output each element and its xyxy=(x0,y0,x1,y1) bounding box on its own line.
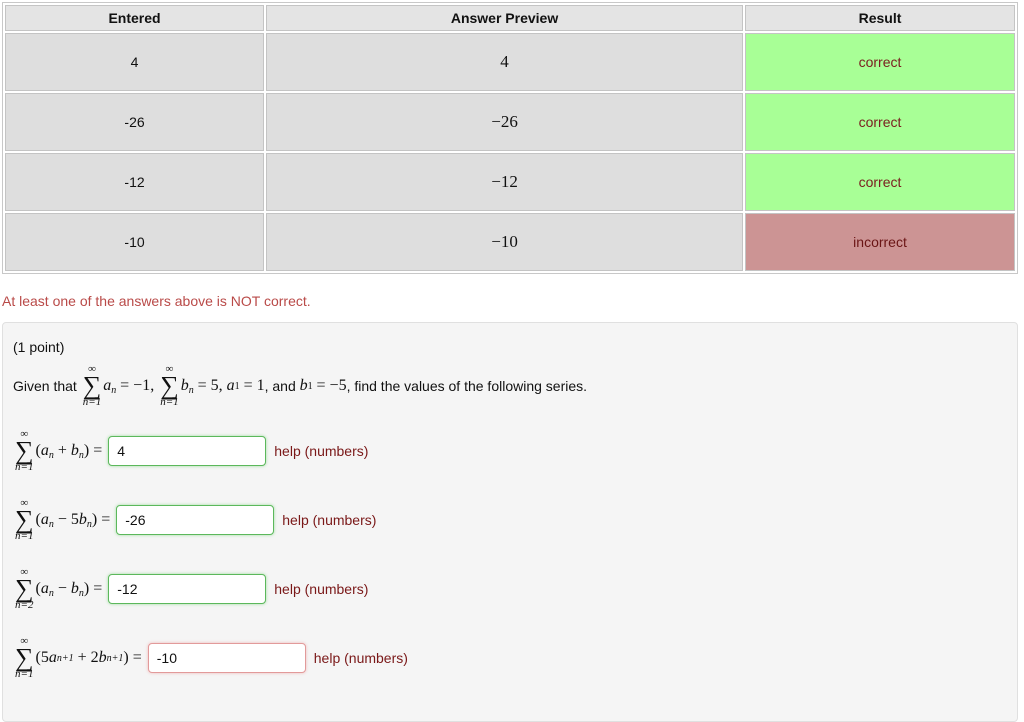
answer-input-1[interactable] xyxy=(108,436,267,466)
feedback-summary: At least one of the answers above is NOT… xyxy=(2,293,311,309)
header-answer-preview: Answer Preview xyxy=(266,5,744,31)
answer-input-2[interactable] xyxy=(116,505,275,535)
answer-input-4[interactable] xyxy=(147,643,306,673)
part-2-expression: ∞ ∑ n=1 (an − 5 bn) = xyxy=(15,497,111,542)
results-table: Entered Answer Preview Result 4 4 correc… xyxy=(2,2,1018,274)
result-cell: correct xyxy=(745,33,1015,91)
part-4-row: ∞∑n=1 (5an+1 + 2bn+1) = help (numbers) xyxy=(13,628,408,688)
result-cell: incorrect xyxy=(745,213,1015,271)
part-1-expression: ∞ ∑ n=1 (an + bn) = xyxy=(15,428,103,473)
header-result: Result xyxy=(745,5,1015,31)
help-link[interactable]: help (numbers) xyxy=(274,581,369,597)
point-value: (1 point) xyxy=(13,339,65,355)
part-2-row: ∞∑n=1 (an − 5bn) = help (numbers) xyxy=(13,490,376,550)
given-and: , and xyxy=(264,378,296,394)
given-suffix: , find the values of the following serie… xyxy=(346,378,588,394)
result-cell: correct xyxy=(745,153,1015,211)
preview-cell: −10 xyxy=(266,213,744,271)
part-4-expression: ∞ ∑ n=1 (5 a n+1 + 2 b n+1) = xyxy=(15,635,142,680)
result-cell: correct xyxy=(745,93,1015,151)
entered-cell: -26 xyxy=(5,93,265,151)
part-1-row: ∞∑n=1 (an + bn) = help (numbers) xyxy=(13,421,368,481)
part-3-expression: ∞ ∑ n=2 (an − bn) = xyxy=(15,566,103,611)
table-row: 4 4 correct xyxy=(5,33,1015,91)
given-prefix: Given that xyxy=(13,378,77,394)
header-entered: Entered xyxy=(5,5,265,31)
sum-symbol: ∞ ∑ n=1 xyxy=(160,363,179,408)
table-row: -10 −10 incorrect xyxy=(5,213,1015,271)
help-link[interactable]: help (numbers) xyxy=(282,512,377,528)
preview-cell: −12 xyxy=(266,153,744,211)
entered-cell: 4 xyxy=(5,33,265,91)
problem-panel: (1 point) Given that ∞ ∑ n=1 an = −1, ∞ … xyxy=(2,322,1018,722)
help-link[interactable]: help (numbers) xyxy=(313,650,408,666)
answer-input-3[interactable] xyxy=(108,574,267,604)
table-row: -12 −12 correct xyxy=(5,153,1015,211)
preview-cell: −26 xyxy=(266,93,744,151)
problem-statement: Given that ∞ ∑ n=1 an = −1, ∞ ∑ n=1 bn =… xyxy=(13,363,588,408)
table-header-row: Entered Answer Preview Result xyxy=(5,5,1015,31)
help-link[interactable]: help (numbers) xyxy=(274,443,369,459)
entered-cell: -12 xyxy=(5,153,265,211)
entered-cell: -10 xyxy=(5,213,265,271)
table-row: -26 −26 correct xyxy=(5,93,1015,151)
preview-cell: 4 xyxy=(266,33,744,91)
sum-symbol: ∞ ∑ n=1 xyxy=(82,363,102,408)
part-3-row: ∞∑n=2 (an − bn) = help (numbers) xyxy=(13,559,368,619)
